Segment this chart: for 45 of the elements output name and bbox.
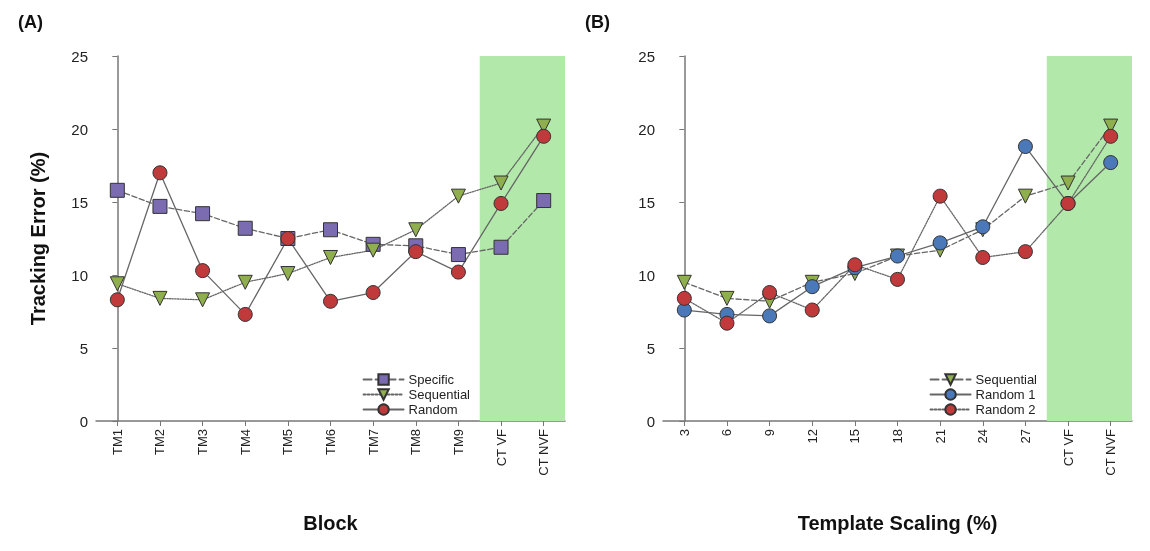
chart-title: (A) [18, 12, 43, 32]
x-tick-label: TM2 [152, 429, 168, 455]
legend-label: Random 2 [975, 402, 1036, 417]
y-tick-label: 15 [71, 193, 88, 211]
x-tick-label: TM1 [109, 429, 125, 455]
x-tick-label: 27 [1017, 429, 1033, 444]
x-tick-label: TM7 [365, 429, 381, 455]
y-axis-title: Tracking Error (%) [27, 151, 49, 326]
x-tick-label: 18 [890, 429, 905, 444]
x-tick-label: 12 [804, 429, 820, 444]
y-tick-label: 15 [638, 193, 655, 211]
legend-label: Random 1 [975, 387, 1036, 402]
y-tick-label: 5 [646, 339, 655, 357]
chart-title: (B) [585, 12, 610, 32]
x-tick-label: CT VF [493, 428, 509, 467]
x-tick-label: 3 [676, 429, 692, 437]
x-tick-label: TM6 [323, 429, 338, 455]
x-axis-title: Template Scaling (%) [797, 512, 998, 534]
x-tick-label: TM8 [408, 429, 424, 455]
y-tick-label: 25 [638, 47, 655, 65]
y-tick-label: 10 [71, 266, 88, 284]
legend-label: Sequential [975, 372, 1038, 387]
x-tick-label: 24 [975, 429, 991, 444]
y-tick-label: 20 [71, 120, 88, 138]
x-tick-label: TM4 [237, 429, 253, 455]
x-tick-label: CT VF [1060, 428, 1076, 467]
x-tick-label: TM9 [450, 429, 466, 455]
legend-label: Specific [408, 372, 455, 387]
x-tick-label: CT NVF [1103, 428, 1119, 476]
y-tick-label: 25 [71, 47, 88, 65]
x-axis-title: Block [303, 512, 359, 534]
y-tick-label: 5 [79, 339, 88, 357]
y-tick-label: 0 [79, 412, 88, 430]
x-tick-label: TM5 [280, 429, 296, 455]
y-tick-label: 0 [646, 412, 655, 430]
x-tick-label: 15 [847, 429, 863, 444]
y-tick-label: 10 [638, 266, 655, 284]
x-tick-label: TM3 [195, 429, 211, 455]
x-tick-label: 9 [762, 429, 778, 437]
x-tick-label: 21 [932, 429, 948, 444]
legend-label: Sequential [408, 387, 471, 402]
x-tick-label: 6 [719, 429, 735, 437]
y-tick-label: 20 [638, 120, 655, 138]
x-tick-label: CT NVF [536, 428, 552, 476]
legend-label: Random [408, 402, 458, 417]
